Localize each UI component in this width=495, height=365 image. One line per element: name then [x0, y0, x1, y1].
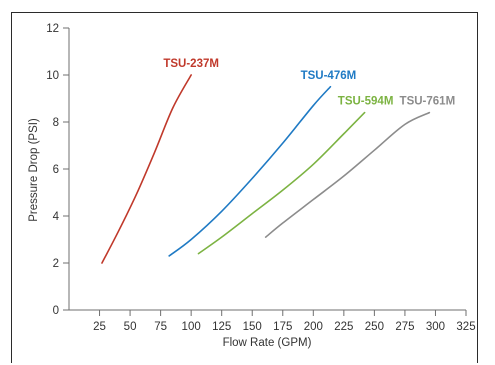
tsu-594m-line	[197, 111, 366, 255]
tsu-761m-label: TSU-761M	[400, 96, 456, 108]
series-labels: TSU-237M TSU-476M TSU-594M TSU-761M	[163, 58, 455, 108]
tsu-237m-label: TSU-237M	[163, 58, 219, 70]
x-tick-label: 175	[273, 321, 292, 333]
y-tick-label: 6	[53, 164, 59, 176]
x-ticks: 25 50 75 100 125 150 175 200 225 250 275 300 325	[93, 310, 476, 333]
y-ticks: 0 2 4 6 8 10 12	[46, 23, 69, 317]
y-tick-label: 12	[46, 23, 59, 35]
tsu-237m-line	[101, 74, 192, 264]
plot-series	[101, 74, 431, 264]
y-axis-title: Pressure Drop (PSI)	[28, 118, 40, 222]
tsu-476m-label: TSU-476M	[301, 70, 357, 82]
x-tick-label: 125	[212, 321, 231, 333]
x-tick-label: 200	[304, 321, 323, 333]
x-tick-label: 25	[93, 321, 106, 333]
x-tick-label: 250	[365, 321, 384, 333]
x-tick-label: 300	[426, 321, 445, 333]
x-tick-label: 275	[395, 321, 414, 333]
x-axis-title: Flow Rate (GPM)	[223, 337, 312, 349]
x-tick-label: 100	[182, 321, 201, 333]
y-tick-label: 8	[53, 117, 59, 129]
y-tick-label: 4	[53, 211, 60, 223]
x-tick-label: 150	[243, 321, 262, 333]
y-tick-label: 10	[46, 70, 59, 82]
y-tick-label: 2	[53, 258, 59, 270]
tsu-594m-label: TSU-594M	[338, 96, 394, 108]
x-tick-label: 325	[456, 321, 475, 333]
x-tick-label: 75	[154, 321, 167, 333]
x-tick-label: 50	[124, 321, 137, 333]
tsu-476m-line	[168, 85, 332, 257]
x-tick-label: 225	[334, 321, 353, 333]
y-tick-label: 0	[53, 305, 59, 317]
tsu-761m-line	[264, 111, 431, 238]
